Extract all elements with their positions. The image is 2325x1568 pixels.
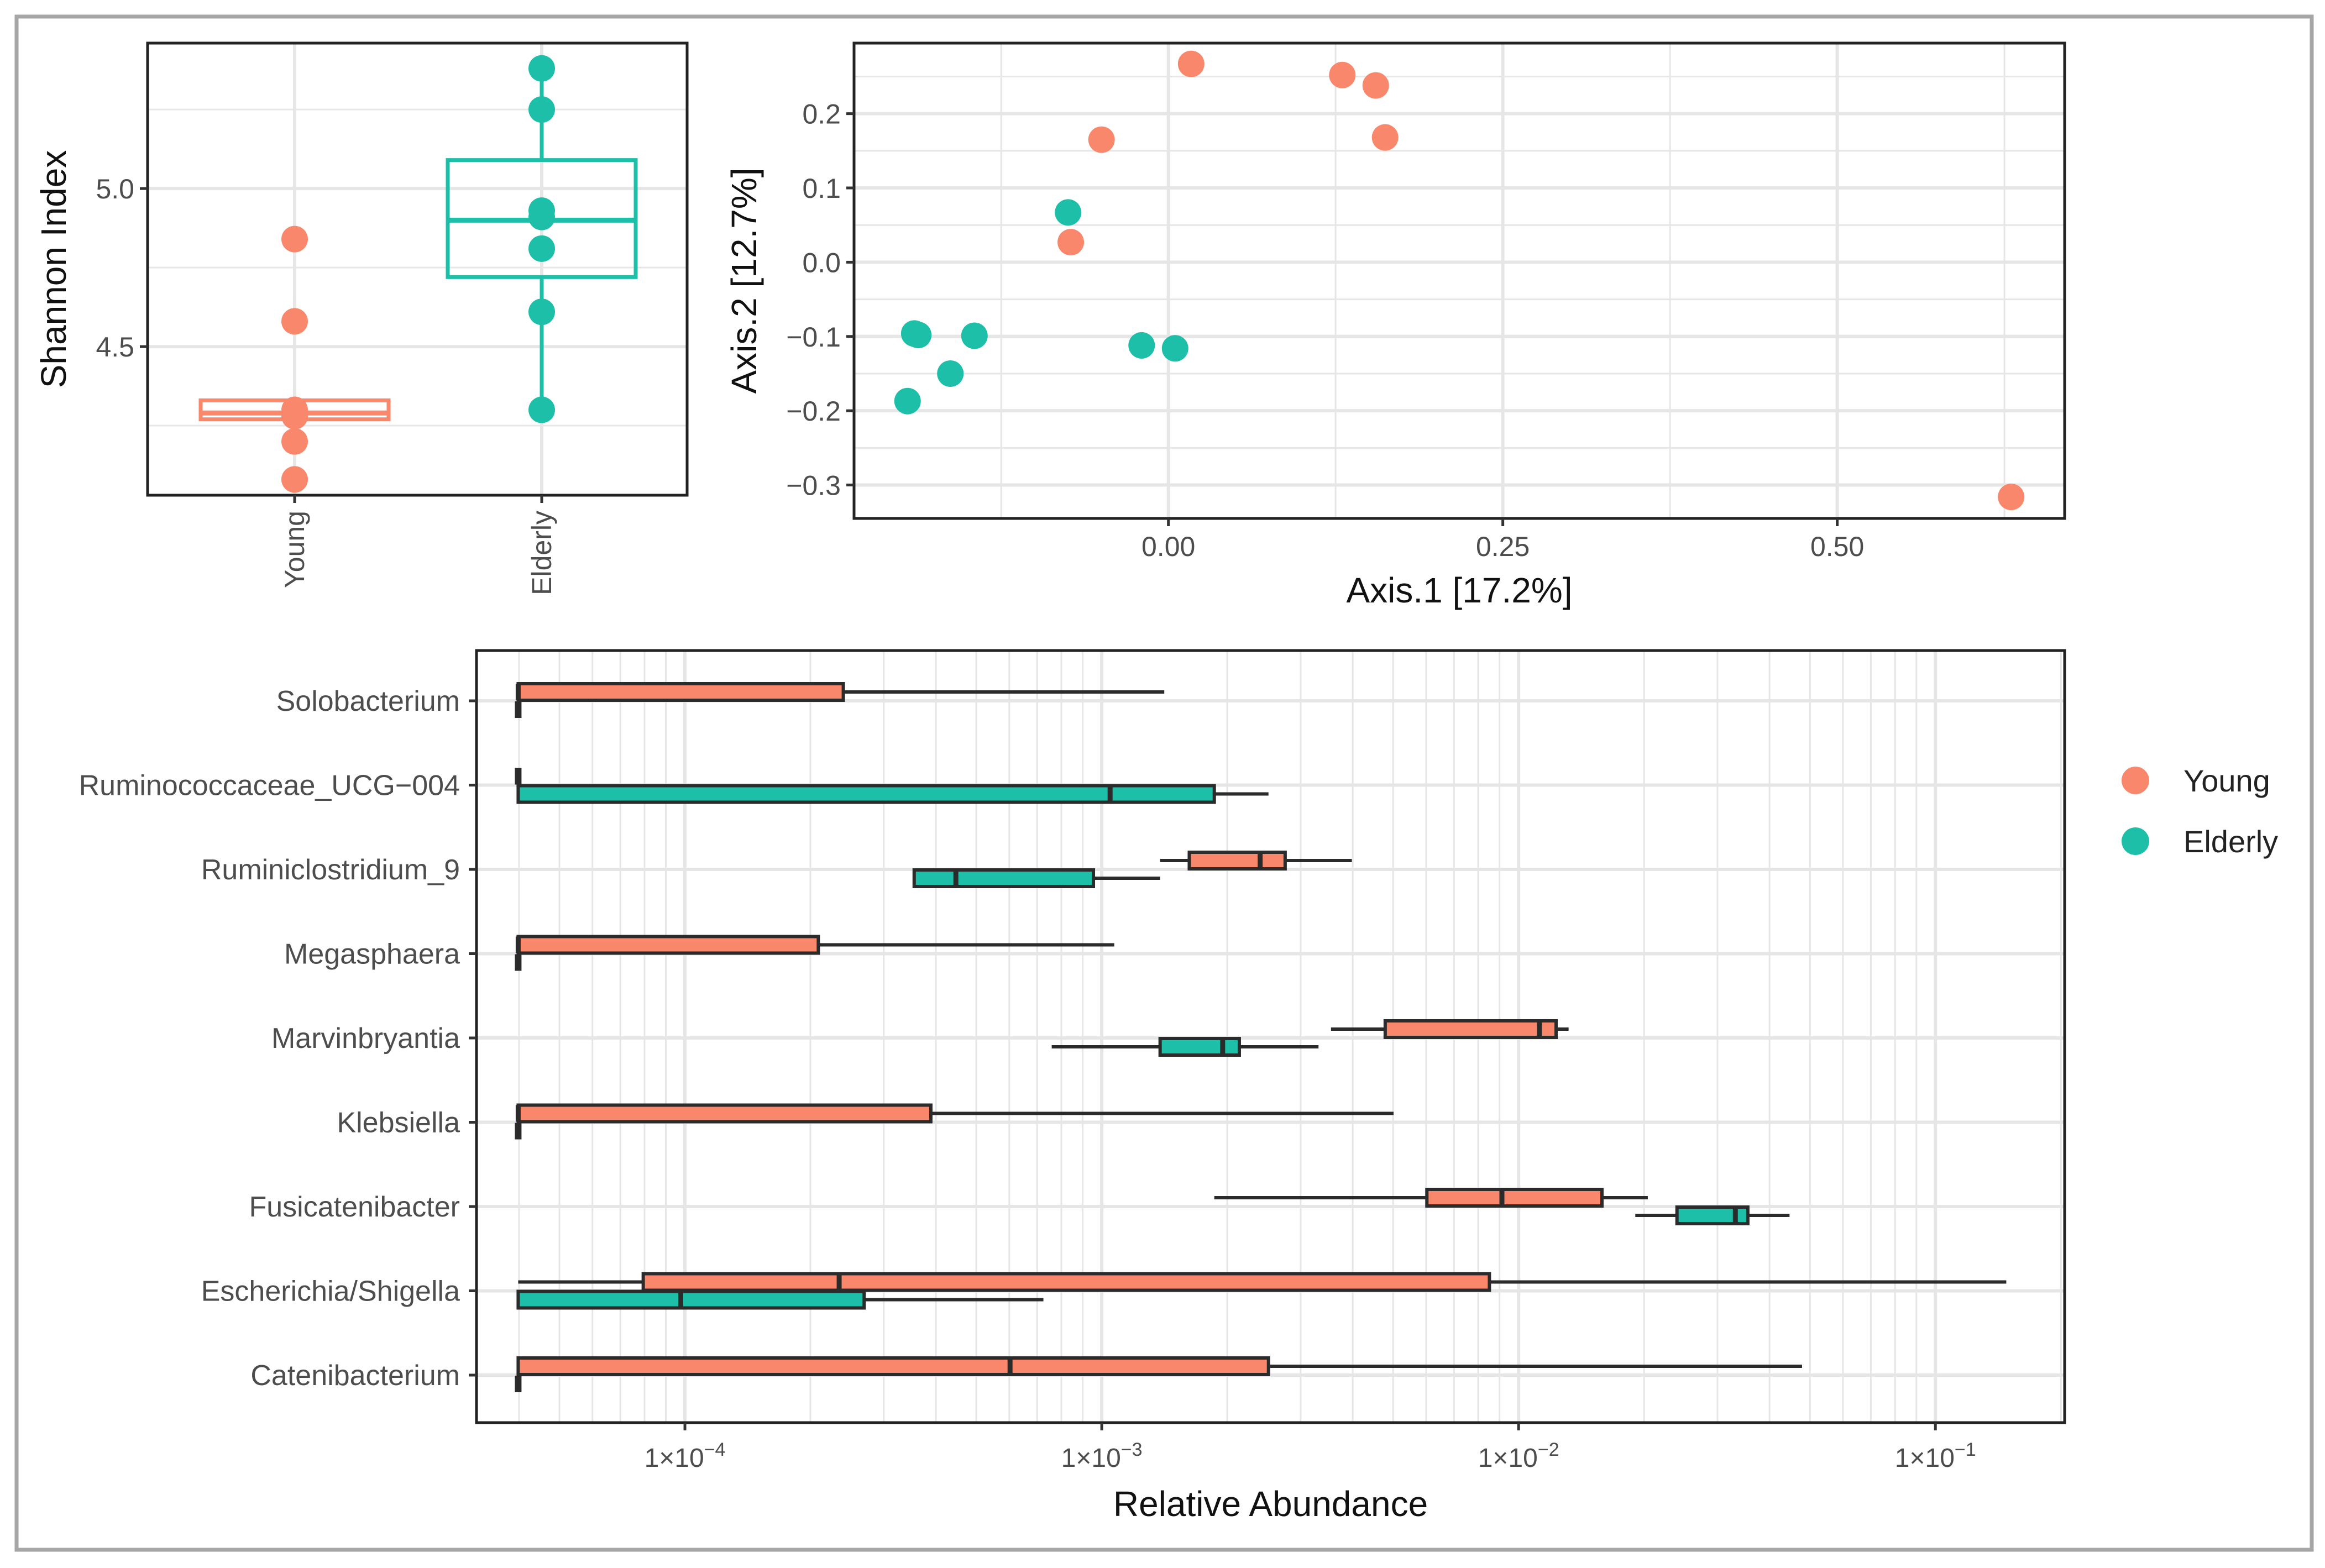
abundance-y-tick-label-klebsiella: Klebsiella	[337, 1107, 460, 1139]
abundance-box-megasphaera-young	[516, 935, 820, 955]
legend: Young Elderly	[2122, 763, 2278, 859]
abundance-x-tick-label-base: 1×10	[1895, 1444, 1955, 1473]
alpha-point-young	[281, 428, 308, 455]
abundance-y-tick-label-ruminococcaceae-ucg-004: Ruminococcaceae_UCG−004	[79, 770, 460, 802]
abundance-x-tick-label-exponent: −3	[1121, 1439, 1143, 1460]
abundance-x-tick-label-base: 1×10	[1061, 1444, 1121, 1473]
abundance-x-tick-label-exponent: −4	[704, 1439, 726, 1460]
abundance-x-tick-label-exponent: −1	[1955, 1439, 1976, 1460]
ordination-point-elderly	[1055, 199, 1082, 226]
abundance-x-tick-label-base: 1×10	[1478, 1444, 1538, 1473]
ordination-point-elderly	[1128, 332, 1155, 359]
ordination-point-elderly	[894, 387, 921, 415]
ordination-x-axis-title: Axis.1 [17.2%]	[1346, 570, 1572, 610]
abundance-x-tick-label: 1×10−4	[645, 1439, 726, 1473]
abundance-y-tick-label-solobacterium: Solobacterium	[276, 685, 460, 717]
ordination-panel: −0.3 −0.2 −0.1 0.0 0.1 0.2 0.00 0.25 0.50 Axis.1…	[724, 41, 2066, 610]
abundance-x-tick-label: 1×10−2	[1478, 1439, 1559, 1473]
alpha-diversity-panel: 4.5 5.0 Young Elderly Shannon Index	[34, 41, 689, 595]
figure-border	[14, 14, 2314, 1552]
ordination-y-tick-label: 0.2	[802, 99, 841, 130]
alpha-y-tick-label: 4.5	[96, 332, 134, 363]
ordination-point-elderly	[905, 322, 932, 349]
alpha-x-tick-label-young: Young	[279, 511, 310, 588]
ordination-points	[894, 50, 2025, 511]
abundance-x-tick-label-exponent: −2	[1538, 1439, 1559, 1460]
abundance-y-tick-label-fusicatenibacter: Fusicatenibacter	[249, 1191, 460, 1223]
legend-label-young: Young	[2183, 763, 2270, 798]
abundance-y-tick-label-escherichia-shigella: Escherichia/Shigella	[201, 1276, 460, 1308]
alpha-point-elderly	[528, 203, 555, 230]
alpha-point-young	[281, 402, 308, 429]
abundance-y-tick-label-ruminiclostridium-9: Ruminiclostridium_9	[201, 854, 460, 886]
abundance-y-tick-label-catenibacterium: Catenibacterium	[250, 1360, 460, 1392]
abundance-boxes	[515, 682, 2007, 1392]
abundance-box-escherichia-shigella-young	[641, 1272, 1491, 1292]
ordination-y-axis-title: Axis.2 [12.7%]	[724, 167, 764, 394]
abundance-y-tick-label-megasphaera: Megasphaera	[284, 938, 460, 971]
abundance-box-catenibacterium-young	[516, 1356, 1270, 1376]
alpha-point-elderly	[528, 96, 555, 123]
ordination-axes: −0.3 −0.2 −0.1 0.0 0.1 0.2 0.00 0.25 0.50	[786, 99, 1864, 562]
ordination-y-tick-label: −0.3	[786, 470, 841, 501]
ordination-y-tick-label: −0.2	[786, 396, 841, 427]
ordination-point-young	[1362, 72, 1389, 99]
ordination-x-tick-label: 0.50	[1810, 531, 1864, 562]
abundance-box-fusicatenibacter-young	[1425, 1188, 1604, 1208]
ordination-point-young	[1329, 61, 1356, 88]
ordination-x-tick-label: 0.25	[1476, 531, 1530, 562]
abundance-box-klebsiella-young	[516, 1103, 933, 1124]
abundance-box-marvinbryantia-elderly	[1158, 1037, 1241, 1057]
ordination-x-tick-label: 0.00	[1141, 531, 1195, 562]
alpha-point-elderly	[528, 235, 555, 262]
alpha-point-elderly	[528, 396, 555, 423]
ordination-point-young	[1998, 484, 2025, 511]
alpha-axes: 4.5 5.0 Young Elderly	[96, 174, 557, 595]
ordination-point-elderly	[961, 322, 988, 349]
alpha-x-tick-label-elderly: Elderly	[526, 511, 557, 595]
legend-label-elderly: Elderly	[2183, 824, 2278, 859]
alpha-plot-frame	[146, 41, 689, 497]
abundance-x-tick-label-base: 1×10	[645, 1444, 704, 1473]
ordination-y-tick-label: 0.0	[802, 247, 841, 278]
ordination-point-young	[1088, 126, 1115, 153]
abundance-box-escherichia-shigella-elderly	[516, 1289, 866, 1310]
abundance-x-tick-label: 1×10−1	[1895, 1439, 1976, 1473]
alpha-y-tick-label: 5.0	[96, 174, 134, 204]
ordination-point-young	[1057, 229, 1085, 256]
legend-swatch-elderly	[2122, 827, 2149, 855]
alpha-point-elderly	[528, 298, 555, 326]
abundance-box-ruminococcaceae-ucg-004-elderly	[516, 784, 1216, 804]
abundance-y-tick-label-marvinbryantia: Marvinbryantia	[271, 1022, 460, 1055]
ordination-point-young	[1371, 124, 1399, 151]
alpha-point-young	[281, 466, 308, 493]
alpha-point-elderly	[528, 55, 555, 82]
ordination-point-young	[1177, 50, 1205, 77]
abundance-box-marvinbryantia-young	[1383, 1019, 1558, 1039]
alpha-point-young	[281, 226, 308, 253]
ordination-point-elderly	[937, 360, 964, 387]
alpha-points	[281, 55, 555, 493]
ordination-y-tick-label: −0.1	[786, 322, 841, 353]
abundance-x-axis-title: Relative Abundance	[1113, 1484, 1428, 1524]
ordination-plot-frame	[852, 41, 2066, 520]
abundance-box-ruminiclostridium-9-elderly	[912, 868, 1096, 888]
abundance-axes: 1×10−4 1×10−3 1×10−2 1×10−1SolobacteriumRum…	[79, 685, 1976, 1473]
abundance-panel: 1×10−4 1×10−3 1×10−2 1×10−1SolobacteriumRum…	[79, 649, 2066, 1524]
alpha-point-young	[281, 308, 308, 335]
ordination-gridlines	[854, 43, 2065, 518]
legend-swatch-young	[2122, 767, 2149, 794]
abundance-x-tick-label: 1×10−3	[1061, 1439, 1143, 1473]
alpha-y-axis-title: Shannon Index	[34, 150, 74, 389]
ordination-y-tick-label: 0.1	[802, 173, 841, 204]
ordination-point-elderly	[1161, 335, 1188, 362]
abundance-box-solobacterium-young	[516, 682, 845, 702]
abundance-box-ruminiclostridium-9-young	[1187, 851, 1287, 870]
